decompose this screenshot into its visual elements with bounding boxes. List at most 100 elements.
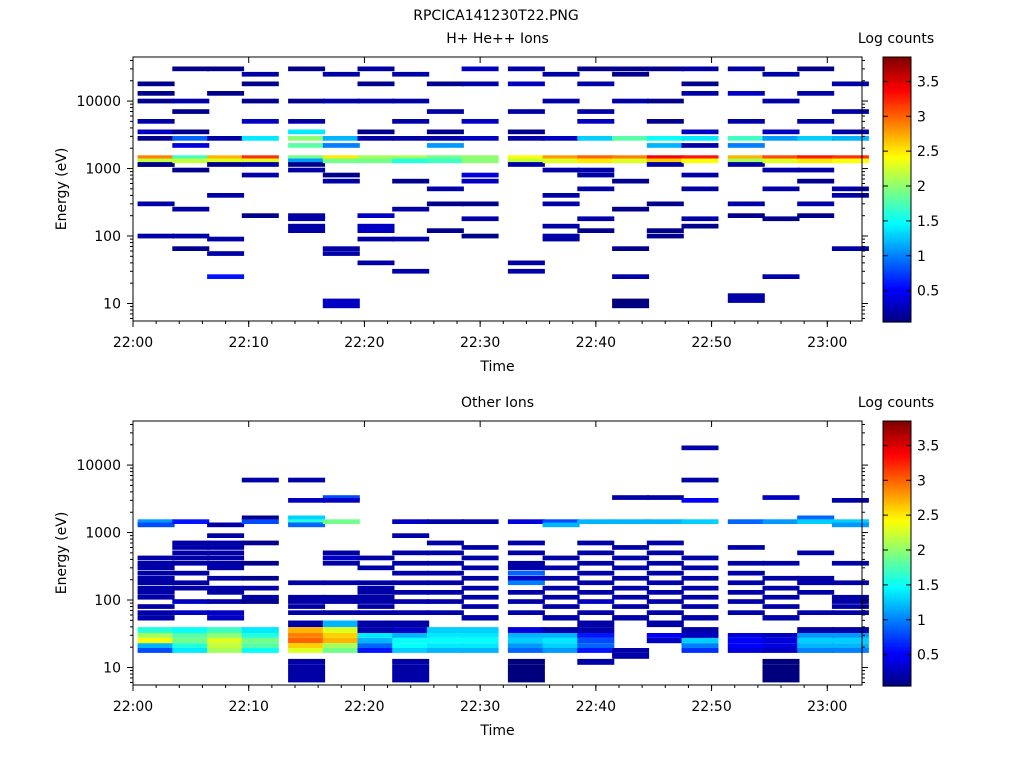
colorbar-segment [883, 306, 911, 310]
heatmap-cell [542, 638, 580, 644]
heatmap-cell [507, 610, 545, 615]
colorbar-segment [883, 610, 911, 614]
heatmap-cell [322, 555, 360, 561]
heatmap-cell [137, 580, 175, 586]
colorbar-segment [883, 167, 911, 171]
heatmap-cell [507, 519, 545, 524]
heatmap-cell [426, 109, 464, 114]
heatmap-cell [322, 298, 360, 309]
heatmap-cell [646, 620, 684, 628]
heatmap-cell [831, 155, 869, 160]
colorbar-segment [883, 218, 911, 222]
colorbar-segment [883, 683, 911, 687]
heatmap-cell [507, 158, 545, 164]
y-tick-label: 1000 [85, 526, 121, 542]
heatmap-cell [322, 638, 360, 644]
heatmap-cell [207, 555, 245, 561]
colorbar-segment [883, 489, 911, 493]
colorbar-segment [883, 156, 911, 160]
heatmap-cell [577, 228, 615, 233]
colorbar-segment [883, 251, 911, 255]
heatmap-cell [322, 136, 360, 141]
heatmap-cell [831, 129, 869, 135]
colorbar-segment [883, 454, 911, 457]
heatmap-cell [762, 638, 800, 644]
heatmap-cell [727, 560, 765, 566]
heatmap-cell [288, 658, 326, 665]
heatmap-cell [507, 580, 545, 586]
colorbar-segment [883, 597, 911, 601]
heatmap-cell [797, 519, 835, 524]
heatmap-cell [357, 638, 395, 644]
heatmap-cell [207, 615, 245, 621]
colorbar-segment [883, 509, 911, 513]
heatmap-cell [646, 136, 684, 141]
heatmap-cell [137, 91, 175, 96]
colorbar-segment [883, 85, 911, 89]
heatmap-cell [172, 648, 210, 653]
heatmap-cell [392, 268, 430, 274]
colorbar-segment [883, 160, 911, 164]
colorbar-segment [883, 465, 911, 468]
heatmap-cell [241, 585, 279, 591]
colorbar-segment [883, 493, 911, 497]
heatmap-cell [392, 236, 430, 242]
heatmap-cell [137, 585, 175, 591]
heatmap-cell [646, 201, 684, 207]
heatmap-cell [241, 575, 279, 581]
heatmap-cell [577, 136, 615, 141]
heatmap-cell [507, 260, 545, 266]
heatmap-cell [762, 216, 800, 222]
heatmap-cell [392, 633, 430, 638]
heatmap-cell [357, 590, 395, 595]
heatmap-cell [322, 580, 360, 586]
heatmap-cell [681, 615, 719, 621]
colorbar-segment [883, 72, 911, 76]
heatmap-cell [461, 604, 499, 609]
heatmap-cell [507, 658, 545, 665]
colorbar-segment [883, 257, 911, 261]
heatmap-cell [762, 633, 800, 638]
colorbar-segment [883, 140, 911, 144]
heatmap-cell [612, 519, 650, 524]
heatmap-cell [507, 570, 545, 576]
heatmap-cell [172, 158, 210, 164]
heatmap-cell [426, 599, 464, 604]
heatmap-cell [461, 555, 499, 561]
colorbar-segment [883, 443, 911, 446]
colorbar-segment [883, 143, 911, 146]
heatmap-cell [322, 155, 360, 160]
heatmap-cell [507, 268, 545, 274]
heatmap-cell [681, 223, 719, 229]
heatmap-cell [241, 648, 279, 653]
colorbar-segment [883, 319, 911, 323]
heatmap-cell [831, 604, 869, 609]
colorbar-segment [883, 659, 911, 663]
x-tick-label: 22:50 [691, 699, 731, 715]
heatmap-cell [612, 575, 650, 581]
heatmap-cell [426, 201, 464, 207]
heatmap-cell [207, 585, 245, 591]
heatmap-cell [507, 565, 545, 571]
heatmap-cell [241, 155, 279, 160]
x-tick-label: 23:00 [807, 335, 847, 351]
heatmap-cell [137, 575, 175, 581]
heatmap-cell [612, 66, 650, 72]
colorbar-segment [883, 471, 911, 475]
heatmap-cell [322, 627, 360, 633]
colorbar-segment [883, 238, 911, 241]
heatmap-cell [727, 91, 765, 96]
heatmap-cell [646, 66, 684, 72]
heatmap-cell [797, 167, 835, 173]
heatmap-cell [322, 519, 360, 524]
heatmap-cell [681, 575, 719, 581]
heatmap-cell [357, 599, 395, 604]
colorbar-segment [883, 555, 911, 559]
heatmap-cell [392, 590, 430, 595]
heatmap-cell [172, 98, 210, 104]
heatmap-cell [577, 186, 615, 192]
heatmap-cell [137, 98, 175, 104]
heatmap-cell [797, 610, 835, 615]
heatmap-cell [542, 201, 580, 207]
x-tick-label: 22:00 [113, 335, 153, 351]
